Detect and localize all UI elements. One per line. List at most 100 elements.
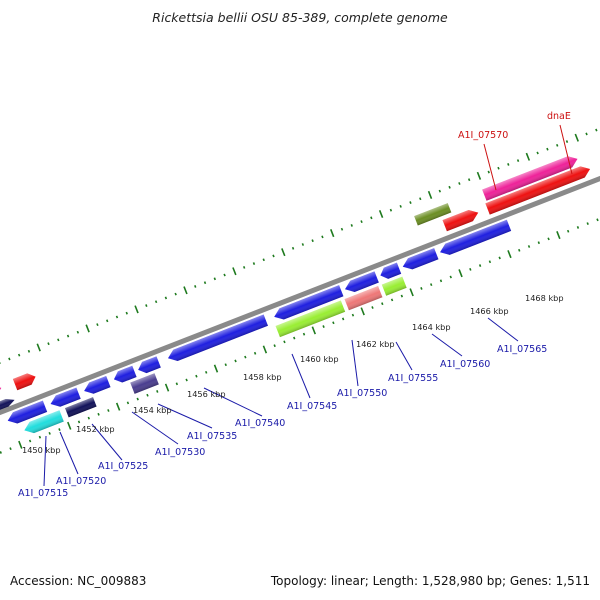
lower-tick-track	[0, 218, 599, 454]
scale-label: 1466 kbp	[470, 306, 509, 316]
gene-label[interactable]: A1I_07545	[287, 401, 337, 412]
gene-arrow-shading	[274, 285, 344, 320]
upper-tick	[213, 277, 216, 281]
gene-label[interactable]: A1I_07515	[18, 488, 68, 499]
lower-tick	[67, 421, 72, 430]
gene-label[interactable]: A1I_07560	[440, 359, 490, 370]
lower-tick	[566, 229, 570, 233]
upper-tick	[252, 262, 256, 265]
lower-tick	[0, 451, 2, 454]
upper-tick	[27, 349, 31, 353]
gene-arrow-shading	[402, 248, 439, 270]
gene-arrow-shading	[275, 300, 346, 338]
upper-tick	[585, 132, 588, 136]
gene-arrow-shading	[482, 156, 578, 201]
upper-tick	[507, 163, 510, 166]
lower-tick	[38, 435, 42, 439]
lower-tick	[253, 351, 257, 355]
lower-tick	[213, 364, 219, 373]
gene-arrow-shading	[84, 375, 111, 394]
upper-tick	[448, 185, 451, 189]
gene-label[interactable]: A1I_07550	[337, 388, 387, 399]
scale-label: 1462 kbp	[356, 339, 395, 349]
genome-backbone	[0, 133, 600, 451]
gene-label[interactable]: A1I_07520	[56, 476, 106, 487]
lower-tick	[381, 302, 384, 306]
lower-tick	[332, 321, 335, 325]
lower-tick	[126, 401, 130, 405]
upper-tick	[497, 166, 500, 170]
label-leaders	[43, 124, 573, 487]
upper-tick	[321, 235, 324, 239]
lower-tick	[244, 355, 247, 359]
lower-tick	[518, 248, 521, 252]
gene-label[interactable]: A1I_07525	[98, 461, 148, 472]
lower-tick	[360, 307, 365, 316]
gene-leader-line	[431, 333, 463, 357]
lower-tick	[115, 402, 121, 411]
lower-tick	[351, 313, 355, 317]
gene-label[interactable]: A1I_07540	[235, 418, 285, 429]
lower-tick	[293, 336, 296, 340]
gene-arrow-shading	[485, 166, 591, 215]
map-title: Rickettsia bellii OSU 85-389, complete g…	[152, 10, 448, 25]
upper-tick	[525, 152, 531, 161]
gene-features	[0, 156, 591, 434]
upper-tick	[164, 296, 168, 300]
upper-tick	[487, 170, 490, 174]
upper-tick	[17, 353, 21, 357]
lower-tick	[439, 279, 443, 283]
gene-leader-line	[395, 341, 413, 371]
lower-tick	[164, 383, 170, 392]
scale-label: 1450 kbp	[22, 445, 61, 455]
gene-arrow-shading	[0, 399, 15, 415]
topology-summary: Topology: linear; Length: 1,528,980 bp; …	[270, 574, 590, 588]
lower-tick	[28, 439, 32, 443]
lower-tick	[77, 420, 81, 424]
upper-tick	[242, 265, 246, 269]
upper-tick	[516, 159, 520, 163]
lower-tick	[87, 416, 90, 420]
gene-leader-line	[487, 317, 519, 342]
upper-tick	[145, 304, 148, 307]
gene-label[interactable]: A1I_07565	[497, 344, 547, 355]
lower-tick	[498, 256, 501, 260]
gene-label[interactable]: A1I_07535	[187, 431, 237, 442]
lower-tick	[449, 275, 452, 279]
gene-label[interactable]: A1I_07530	[155, 447, 205, 458]
lower-tick	[556, 231, 561, 240]
upper-tick	[154, 300, 158, 304]
gene-arrow-shading	[344, 271, 379, 292]
gene-arrow-shading	[7, 400, 48, 424]
gene-leader-line	[59, 431, 79, 475]
gene-arrow-shading	[138, 356, 161, 374]
upper-tick	[536, 151, 539, 155]
upper-tick	[115, 315, 119, 319]
lower-tick	[136, 397, 139, 401]
lower-tick	[400, 294, 404, 298]
upper-tick	[458, 182, 461, 185]
gene-label[interactable]: A1I_07555	[388, 373, 438, 384]
lower-tick	[371, 306, 374, 309]
upper-tick	[467, 178, 471, 182]
upper-tick	[330, 229, 335, 238]
gene-label[interactable]: dnaE	[547, 111, 571, 122]
upper-tick	[556, 143, 559, 147]
gene-arrow-shading	[381, 276, 407, 296]
gene-arrow-shading	[380, 262, 402, 279]
gene-arrow-shading	[65, 397, 97, 418]
scale-labels: 1450 kbp 1452 kbp 1454 kbp 1456 kbp 1458 kbp…	[22, 293, 564, 455]
lower-tick	[48, 431, 51, 435]
lower-tick	[311, 326, 317, 335]
upper-tick	[8, 357, 11, 361]
upper-tick	[272, 254, 275, 258]
gene-leader-line	[559, 124, 573, 175]
lower-tick	[430, 283, 433, 287]
upper-tick	[311, 239, 314, 243]
gene-leader-line	[203, 387, 263, 417]
lower-tick	[97, 412, 100, 416]
gene-label[interactable]: A1I_07570	[458, 130, 508, 141]
gene-arrow-shading	[440, 219, 512, 255]
upper-tick	[281, 248, 286, 257]
